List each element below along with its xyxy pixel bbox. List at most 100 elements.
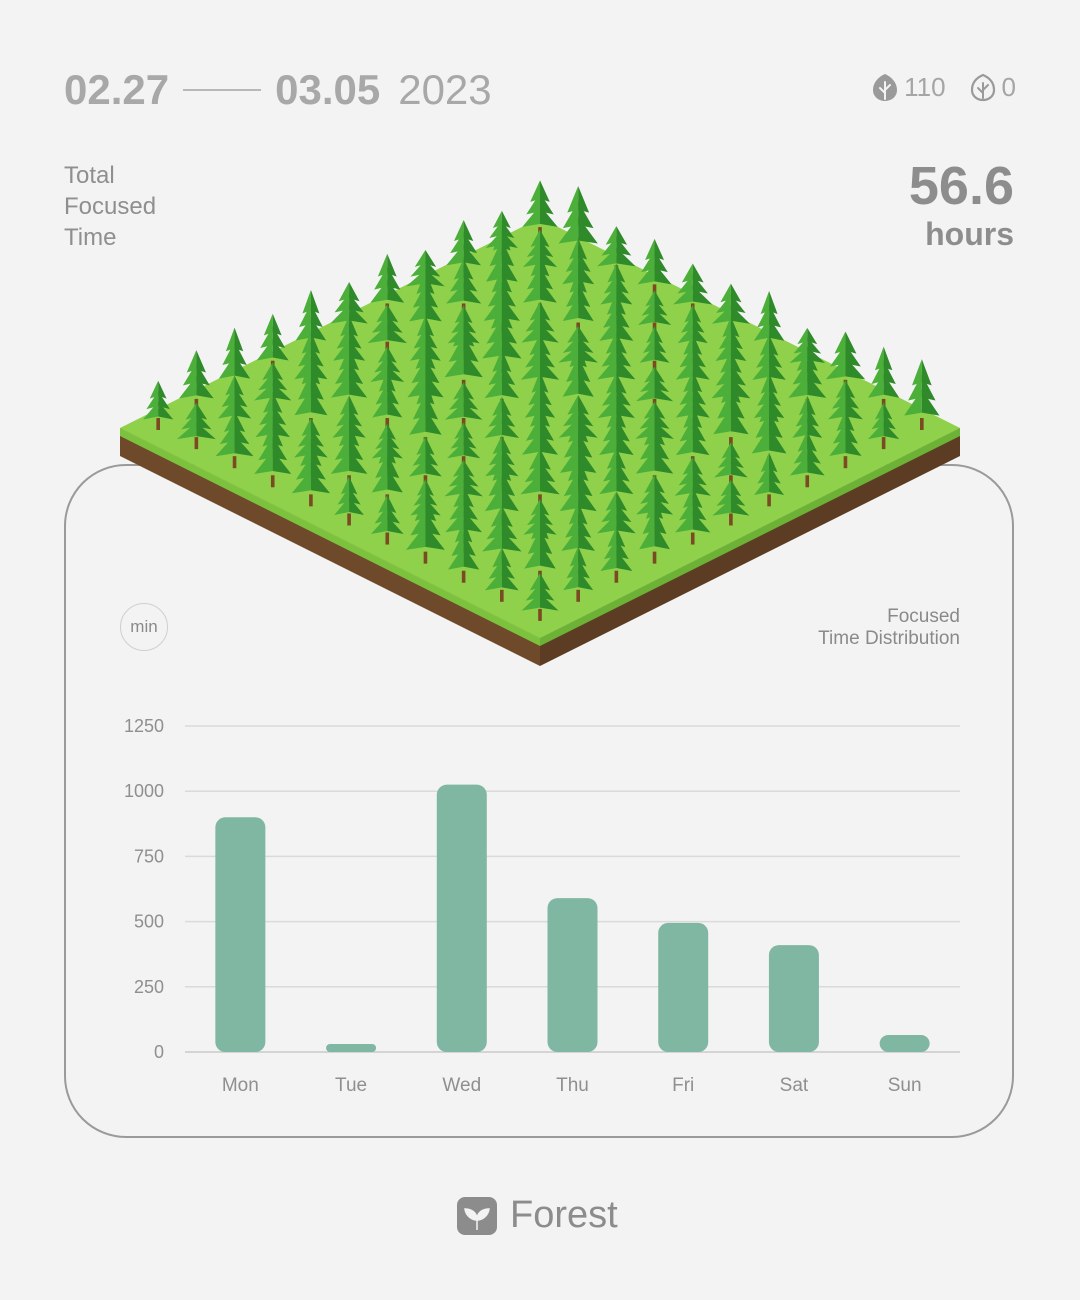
unit-badge: min (120, 603, 168, 651)
date-separator (183, 89, 262, 91)
start-date: 02.27 (64, 66, 170, 113)
grass-edge-right (540, 428, 960, 646)
bar-mon (215, 817, 266, 1052)
pine-tree (867, 402, 900, 450)
pine-tree (176, 402, 216, 450)
y-tick-label: 0 (154, 1042, 164, 1062)
pine-tree (521, 573, 559, 621)
end-date: 03.05 (275, 66, 381, 113)
pine-tree (334, 476, 364, 526)
pine-tree (330, 282, 368, 335)
pine-tree (904, 359, 940, 430)
pine-tree (367, 304, 408, 354)
pine-tree (639, 492, 670, 564)
pine-tree (599, 404, 634, 469)
chart-title-line: Time Distribution (818, 628, 960, 649)
y-tick-label: 1250 (124, 716, 164, 736)
label-line: Total (64, 162, 115, 189)
forest-illustration (120, 180, 960, 666)
pine-tree (712, 479, 750, 526)
pine-tree (562, 341, 594, 411)
pine-tree (143, 380, 174, 430)
pine-tree (597, 491, 636, 545)
pine-tree (372, 369, 403, 430)
pine-tree (829, 409, 862, 469)
pine-tree (558, 186, 598, 259)
label-line: Time (64, 224, 117, 251)
pine-tree (754, 452, 785, 507)
bar-sun (879, 1035, 930, 1052)
pine-tree (484, 454, 519, 526)
pine-tree (827, 379, 863, 430)
y-tick-label: 500 (134, 912, 164, 932)
pine-tree (445, 485, 482, 545)
pine-tree (484, 547, 519, 602)
forest-logo-icon (457, 1196, 497, 1235)
bar-thu (547, 898, 598, 1052)
pine-tree (333, 315, 366, 373)
tree-counters: 110 0 (872, 72, 1016, 103)
dead-tree-counter: 0 (970, 72, 1016, 103)
bar-tue (326, 1044, 377, 1052)
y-tick-label: 750 (134, 846, 164, 866)
pine-tree (406, 496, 445, 564)
pine-tree (521, 301, 559, 354)
bar-sat (768, 945, 819, 1052)
total-hours-unit: hours (925, 216, 1014, 252)
year: 2023 (398, 66, 492, 113)
pine-tree (597, 331, 636, 392)
x-tick-label: Sun (888, 1075, 922, 1096)
date-range: 02.27 03.05 2023 (64, 66, 492, 114)
pine-tree (218, 327, 251, 392)
pine-tree (448, 518, 480, 583)
bar-wed (436, 784, 487, 1052)
pine-tree (179, 350, 214, 411)
bar-chart: 0 250 500 750 1000 1250 Mon Tue Wed Thu Fri Sat Sun (124, 716, 960, 1096)
y-tick-label: 250 (134, 977, 164, 997)
pine-tree (597, 226, 636, 278)
pine-tree (825, 331, 866, 392)
pine-tree (599, 292, 634, 354)
brand: Forest (456, 1194, 618, 1237)
healthy-tree-counter: 110 (872, 72, 946, 103)
pine-tree (215, 411, 254, 469)
pine-tree (752, 334, 786, 392)
pine-tree (370, 346, 405, 392)
pine-tree (294, 357, 328, 430)
pine-tree (407, 344, 444, 411)
dead-tree-count: 0 (1001, 72, 1016, 102)
forest-trees (143, 180, 940, 621)
pine-tree (446, 219, 481, 278)
chart-title: Focused Time Distribution (818, 606, 960, 650)
x-tick-label: Thu (556, 1075, 589, 1096)
brand-name: Forest (510, 1194, 618, 1236)
pine-tree (715, 316, 747, 373)
total-hours-number: 56.6 (908, 156, 1014, 216)
pine-tree (524, 513, 556, 583)
pine-tree (600, 526, 633, 583)
pine-tree (559, 454, 597, 526)
healthy-tree-count: 110 (904, 72, 946, 102)
label-line: Focused (64, 193, 157, 220)
pine-tree (291, 442, 331, 507)
x-tick-label: Tue (335, 1075, 367, 1096)
y-tick-label: 1000 (124, 781, 164, 801)
pine-tree (561, 501, 595, 564)
x-tick-label: Mon (222, 1075, 259, 1096)
x-tick-label: Fri (672, 1075, 694, 1096)
x-tick-label: Sat (780, 1075, 809, 1096)
pine-tree (675, 486, 711, 545)
pine-tree (635, 366, 674, 411)
pine-tree (600, 263, 633, 316)
total-focused-time-value: 56.6 hours (909, 156, 1014, 252)
pine-tree (444, 382, 483, 430)
pine-tree (254, 422, 292, 488)
chart-title-line: Focused (887, 606, 960, 627)
total-focused-time-label: Total Focused Time (64, 160, 214, 253)
pine-tree (370, 494, 404, 545)
pine-tree (789, 431, 825, 488)
bar-fri (658, 922, 709, 1052)
pine-tree (558, 326, 598, 373)
pine-tree (523, 253, 557, 316)
x-tick-label: Wed (442, 1075, 481, 1096)
